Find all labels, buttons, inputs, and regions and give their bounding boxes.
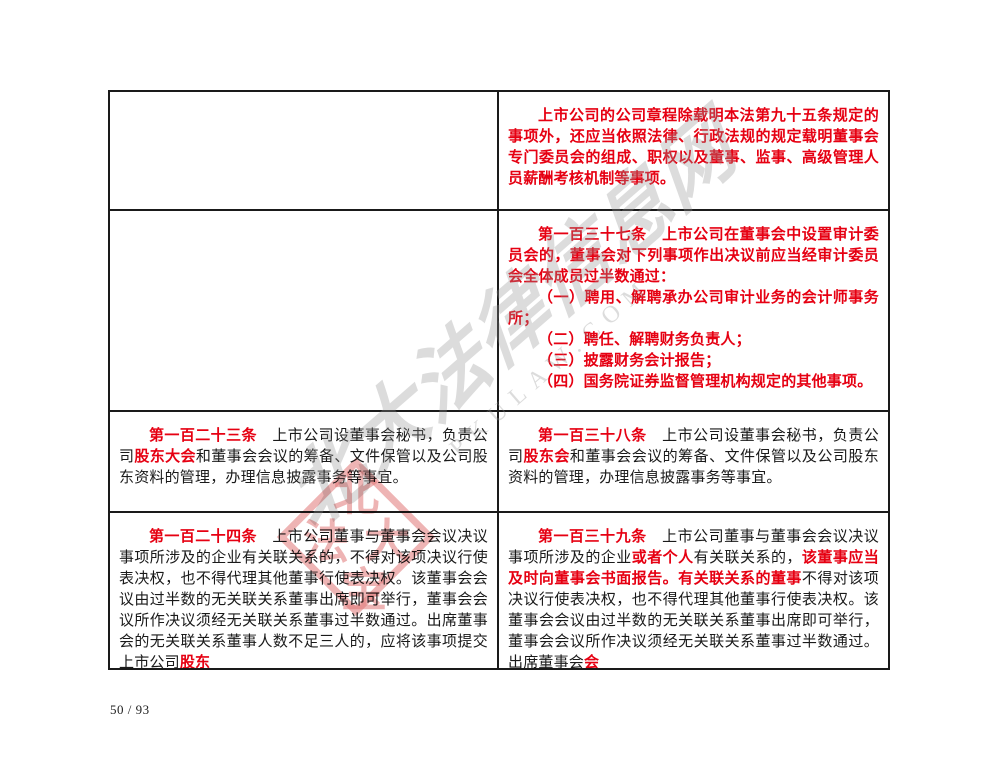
paragraph: 第一百三十九条 上市公司董事与董事会会议决议事项所涉及的企业或者个人有关联关系的…	[508, 527, 879, 668]
paragraph: 上市公司的公司章程除载明本法第九十五条规定的事项外，还应当依照法律、行政法规的规…	[508, 106, 879, 190]
text-run: 第一百三十九条	[538, 529, 647, 545]
text-run: （四）国务院证券监督管理机构规定的其他事项。	[538, 374, 873, 390]
paragraph: 第一百三十八条 上市公司设董事会秘书，负责公司股东会和董事会会议的筹备、文件保管…	[508, 426, 879, 489]
cell-old-law: 第一百二十四条 上市公司董事与董事会会议决议事项所涉及的企业有关联关系的，不得对…	[110, 513, 499, 668]
text-run: 该董事应当及时向董事会书面报告。有关联关系的董事	[508, 550, 879, 587]
text-run: 和董事会会议的筹备、文件保管以及公司股东资料的管理，办理信息披露事务等事宜。	[508, 449, 879, 486]
text-run: 第一百三十八条	[538, 428, 647, 444]
text-run: （三）披露财务会计报告；	[538, 353, 721, 369]
text-run: 股东大会	[134, 449, 196, 465]
text-run: 第一百二十四条	[149, 529, 257, 545]
text-run: 会	[584, 655, 600, 668]
cell-new-law: 上市公司的公司章程除载明本法第九十五条规定的事项外，还应当依照法律、行政法规的规…	[499, 92, 888, 209]
law-comparison-table: 上市公司的公司章程除载明本法第九十五条规定的事项外，还应当依照法律、行政法规的规…	[108, 90, 890, 670]
cell-old-law	[110, 92, 499, 209]
paragraph: （三）披露财务会计报告；	[508, 351, 879, 372]
paragraph: （四）国务院证券监督管理机构规定的其他事项。	[508, 372, 879, 393]
text-run: 股东	[179, 655, 211, 668]
text-run: 第一百三十七条 上市公司在董事会中设置审计委员会的，董事会对下列事项作出决议前应…	[508, 227, 879, 285]
text-run: 上市公司的公司章程除载明本法第九十五条规定的事项外，还应当依照法律、行政法规的规…	[508, 108, 879, 187]
cell-old-law	[110, 211, 499, 410]
text-run: 上市公司董事与董事会会议决议事项所涉及的企业	[508, 529, 879, 566]
text-run: 上市公司设董事会秘书，负责公司	[119, 428, 488, 465]
text-run: （二）聘任、解聘财务负责人；	[538, 332, 751, 348]
paragraph: 第一百二十四条 上市公司董事与董事会会议决议事项所涉及的企业有关联关系的，不得对…	[119, 527, 488, 668]
table-row: 第一百二十四条 上市公司董事与董事会会议决议事项所涉及的企业有关联关系的，不得对…	[110, 513, 888, 668]
paragraph: 第一百三十七条 上市公司在董事会中设置审计委员会的，董事会对下列事项作出决议前应…	[508, 225, 879, 288]
paragraph: （二）聘任、解聘财务负责人；	[508, 330, 879, 351]
text-run: 股东会	[523, 449, 570, 465]
table-row: 第一百二十三条 上市公司设董事会秘书，负责公司股东大会和董事会会议的筹备、文件保…	[110, 412, 888, 513]
text-run: 不得对该项决议行使表决权，也不得代理其他董事行使表决权。该董事会会议由过半数的无…	[508, 571, 879, 668]
page-number: 50 / 93	[110, 702, 150, 717]
text-run: 和董事会会议的筹备、文件保管以及公司股东资料的管理，办理信息披露事务等事宜。	[119, 449, 488, 486]
text-run: （一）聘用、解聘承办公司审计业务的会计师事务所；	[508, 290, 879, 327]
text-run: 上市公司设董事会秘书，负责公司	[508, 428, 879, 465]
paragraph: 第一百二十三条 上市公司设董事会秘书，负责公司股东大会和董事会会议的筹备、文件保…	[119, 426, 488, 489]
table-row: 上市公司的公司章程除载明本法第九十五条规定的事项外，还应当依照法律、行政法规的规…	[110, 92, 888, 211]
cell-old-law: 第一百二十三条 上市公司设董事会秘书，负责公司股东大会和董事会会议的筹备、文件保…	[110, 412, 499, 511]
cell-new-law: 第一百三十九条 上市公司董事与董事会会议决议事项所涉及的企业或者个人有关联关系的…	[499, 513, 888, 668]
text-run: 有关联关系的，	[693, 550, 802, 566]
table-row: 第一百三十七条 上市公司在董事会中设置审计委员会的，董事会对下列事项作出决议前应…	[110, 211, 888, 412]
text-run: 第一百二十三条	[149, 428, 257, 444]
paragraph: （一）聘用、解聘承办公司审计业务的会计师事务所；	[508, 288, 879, 330]
text-run: 或者个人	[631, 550, 694, 566]
cell-new-law: 第一百三十八条 上市公司设董事会秘书，负责公司股东会和董事会会议的筹备、文件保管…	[499, 412, 888, 511]
text-run: 上市公司董事与董事会会议决议事项所涉及的企业有关联关系的，不得对该项决议行使表决…	[119, 529, 488, 668]
cell-new-law: 第一百三十七条 上市公司在董事会中设置审计委员会的，董事会对下列事项作出决议前应…	[499, 211, 888, 410]
